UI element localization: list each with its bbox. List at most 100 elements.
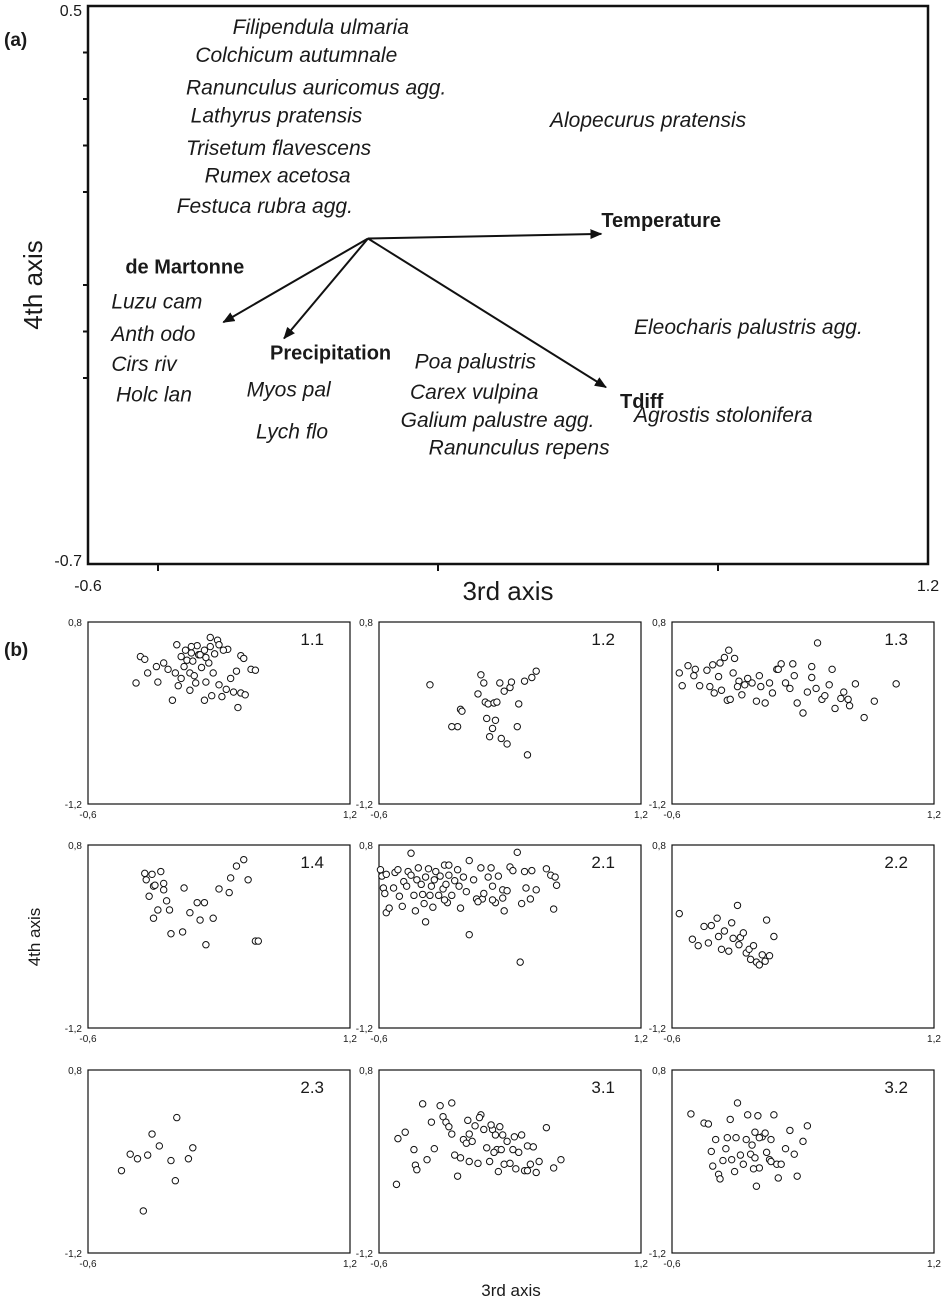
scatter-point bbox=[154, 678, 162, 686]
scatter-point bbox=[741, 681, 749, 689]
scatter-point bbox=[209, 669, 217, 677]
scatter-point bbox=[709, 661, 717, 669]
scatter-point bbox=[439, 1112, 447, 1121]
scatter-point bbox=[722, 1144, 730, 1153]
y-tick-label-bottom: -1,2 bbox=[65, 1024, 83, 1035]
scatter-point bbox=[417, 880, 425, 889]
scatter-point bbox=[151, 881, 159, 889]
scatter-point bbox=[148, 870, 156, 878]
env-vector-label: Precipitation bbox=[270, 342, 391, 364]
scatter-point bbox=[222, 685, 230, 694]
panel-b-label: (b) bbox=[4, 640, 28, 661]
x-tick-label-right: 1,2 bbox=[634, 810, 648, 821]
scatter-point bbox=[173, 1113, 181, 1122]
scatter-point bbox=[765, 952, 774, 960]
scatter-point bbox=[421, 873, 430, 881]
scatter-point bbox=[240, 654, 248, 663]
scatter-point bbox=[430, 1144, 439, 1153]
scatter-point bbox=[480, 679, 488, 687]
scatter-point bbox=[720, 927, 729, 935]
scatter-point bbox=[159, 879, 168, 888]
x-tick-label-right: 1,2 bbox=[343, 1034, 357, 1045]
scatter-point bbox=[189, 1144, 197, 1152]
scatter-point bbox=[503, 740, 511, 748]
scatter-point bbox=[157, 867, 165, 876]
scatter-point bbox=[678, 682, 686, 690]
scatter-point bbox=[542, 1123, 551, 1132]
scatter-point bbox=[515, 700, 523, 708]
scatter-point bbox=[751, 1154, 759, 1162]
scatter-point bbox=[742, 1135, 750, 1144]
scatter-point bbox=[808, 673, 816, 682]
y-tick-label-top: 0,8 bbox=[652, 618, 666, 629]
scatter-point bbox=[208, 692, 216, 700]
species-label: Myos pal bbox=[247, 379, 332, 402]
env-vector-arrow bbox=[367, 237, 607, 389]
scatter-point bbox=[526, 895, 535, 903]
y-tick-label-bottom: -1,2 bbox=[649, 1024, 667, 1035]
scatter-point bbox=[523, 1166, 532, 1175]
scatter-point bbox=[754, 1112, 762, 1120]
scatter-point bbox=[749, 941, 758, 950]
scatter-point bbox=[488, 724, 497, 733]
scatter-point bbox=[748, 679, 756, 687]
scatter-point bbox=[831, 704, 839, 713]
scatter-point bbox=[762, 1148, 771, 1157]
scatter-point bbox=[450, 876, 459, 885]
scatter-point bbox=[752, 1182, 761, 1190]
subplot-label: 1.2 bbox=[591, 630, 615, 649]
scatter-point bbox=[767, 1157, 775, 1166]
scatter-point bbox=[786, 684, 794, 693]
scatter-point bbox=[494, 1167, 503, 1176]
scatter-point bbox=[491, 716, 500, 724]
scatter-point bbox=[510, 1133, 519, 1141]
x-tick-label-left: -0.6 bbox=[74, 578, 102, 595]
scatter-point bbox=[474, 1159, 482, 1168]
scatter-point bbox=[700, 922, 708, 931]
y-tick-label-bottom: -1,2 bbox=[65, 800, 83, 811]
x-tick-label-right: 1,2 bbox=[927, 1259, 941, 1270]
x-tick-label-left: -0,6 bbox=[370, 1259, 388, 1270]
scatter-point bbox=[765, 679, 774, 687]
scatter-point bbox=[755, 961, 764, 969]
scatter-point bbox=[793, 1172, 801, 1180]
scatter-point bbox=[426, 681, 434, 689]
scatter-point bbox=[485, 1157, 494, 1166]
scatter-point bbox=[459, 873, 468, 881]
y-axis-title: 4th axis bbox=[18, 240, 48, 330]
panel-a-biplot: 0.5 -0.7 -0.6 1.2 3rd axis 4th axis (a) Tempera… bbox=[4, 3, 939, 606]
scatter-point bbox=[413, 1166, 421, 1174]
scatter-point bbox=[803, 688, 812, 696]
species-label: Colchicum autumnale bbox=[195, 44, 397, 67]
scatter-point bbox=[532, 667, 540, 675]
scatter-point bbox=[440, 896, 449, 904]
subplot-frame bbox=[378, 844, 642, 1029]
scatter-point bbox=[732, 1134, 740, 1142]
x-tick-label-left: -0,6 bbox=[79, 1034, 97, 1045]
scatter-point bbox=[453, 866, 462, 874]
scatter-point bbox=[751, 1128, 759, 1136]
scatter-point bbox=[126, 1150, 134, 1158]
scatter-point bbox=[675, 909, 683, 918]
scatter-point bbox=[173, 641, 181, 649]
scatter-point bbox=[736, 1151, 745, 1159]
scatter-point bbox=[190, 671, 198, 680]
y-tick-label-top: 0.5 bbox=[60, 3, 82, 20]
scatter-point bbox=[781, 679, 790, 687]
scatter-point bbox=[187, 642, 196, 651]
scatter-point bbox=[675, 669, 683, 677]
species-label: Cirs riv bbox=[111, 353, 178, 376]
scatter-point bbox=[730, 1167, 739, 1176]
scatter-point bbox=[738, 691, 746, 699]
scatter-point bbox=[726, 1115, 734, 1124]
subplot-1-2: 0,8 -1,2-0,6 1,2 1.2 bbox=[356, 618, 649, 821]
scatter-point bbox=[197, 663, 206, 672]
species-label: Luzu cam bbox=[111, 290, 202, 313]
subplot-label: 2.3 bbox=[300, 1078, 324, 1097]
species-label: Alopecurus pratensis bbox=[548, 109, 747, 132]
scatter-point bbox=[790, 671, 798, 680]
scatter-point bbox=[709, 1162, 717, 1170]
scatter-point bbox=[232, 862, 241, 870]
scatter-point bbox=[436, 1101, 444, 1110]
scatter-point bbox=[229, 688, 238, 696]
